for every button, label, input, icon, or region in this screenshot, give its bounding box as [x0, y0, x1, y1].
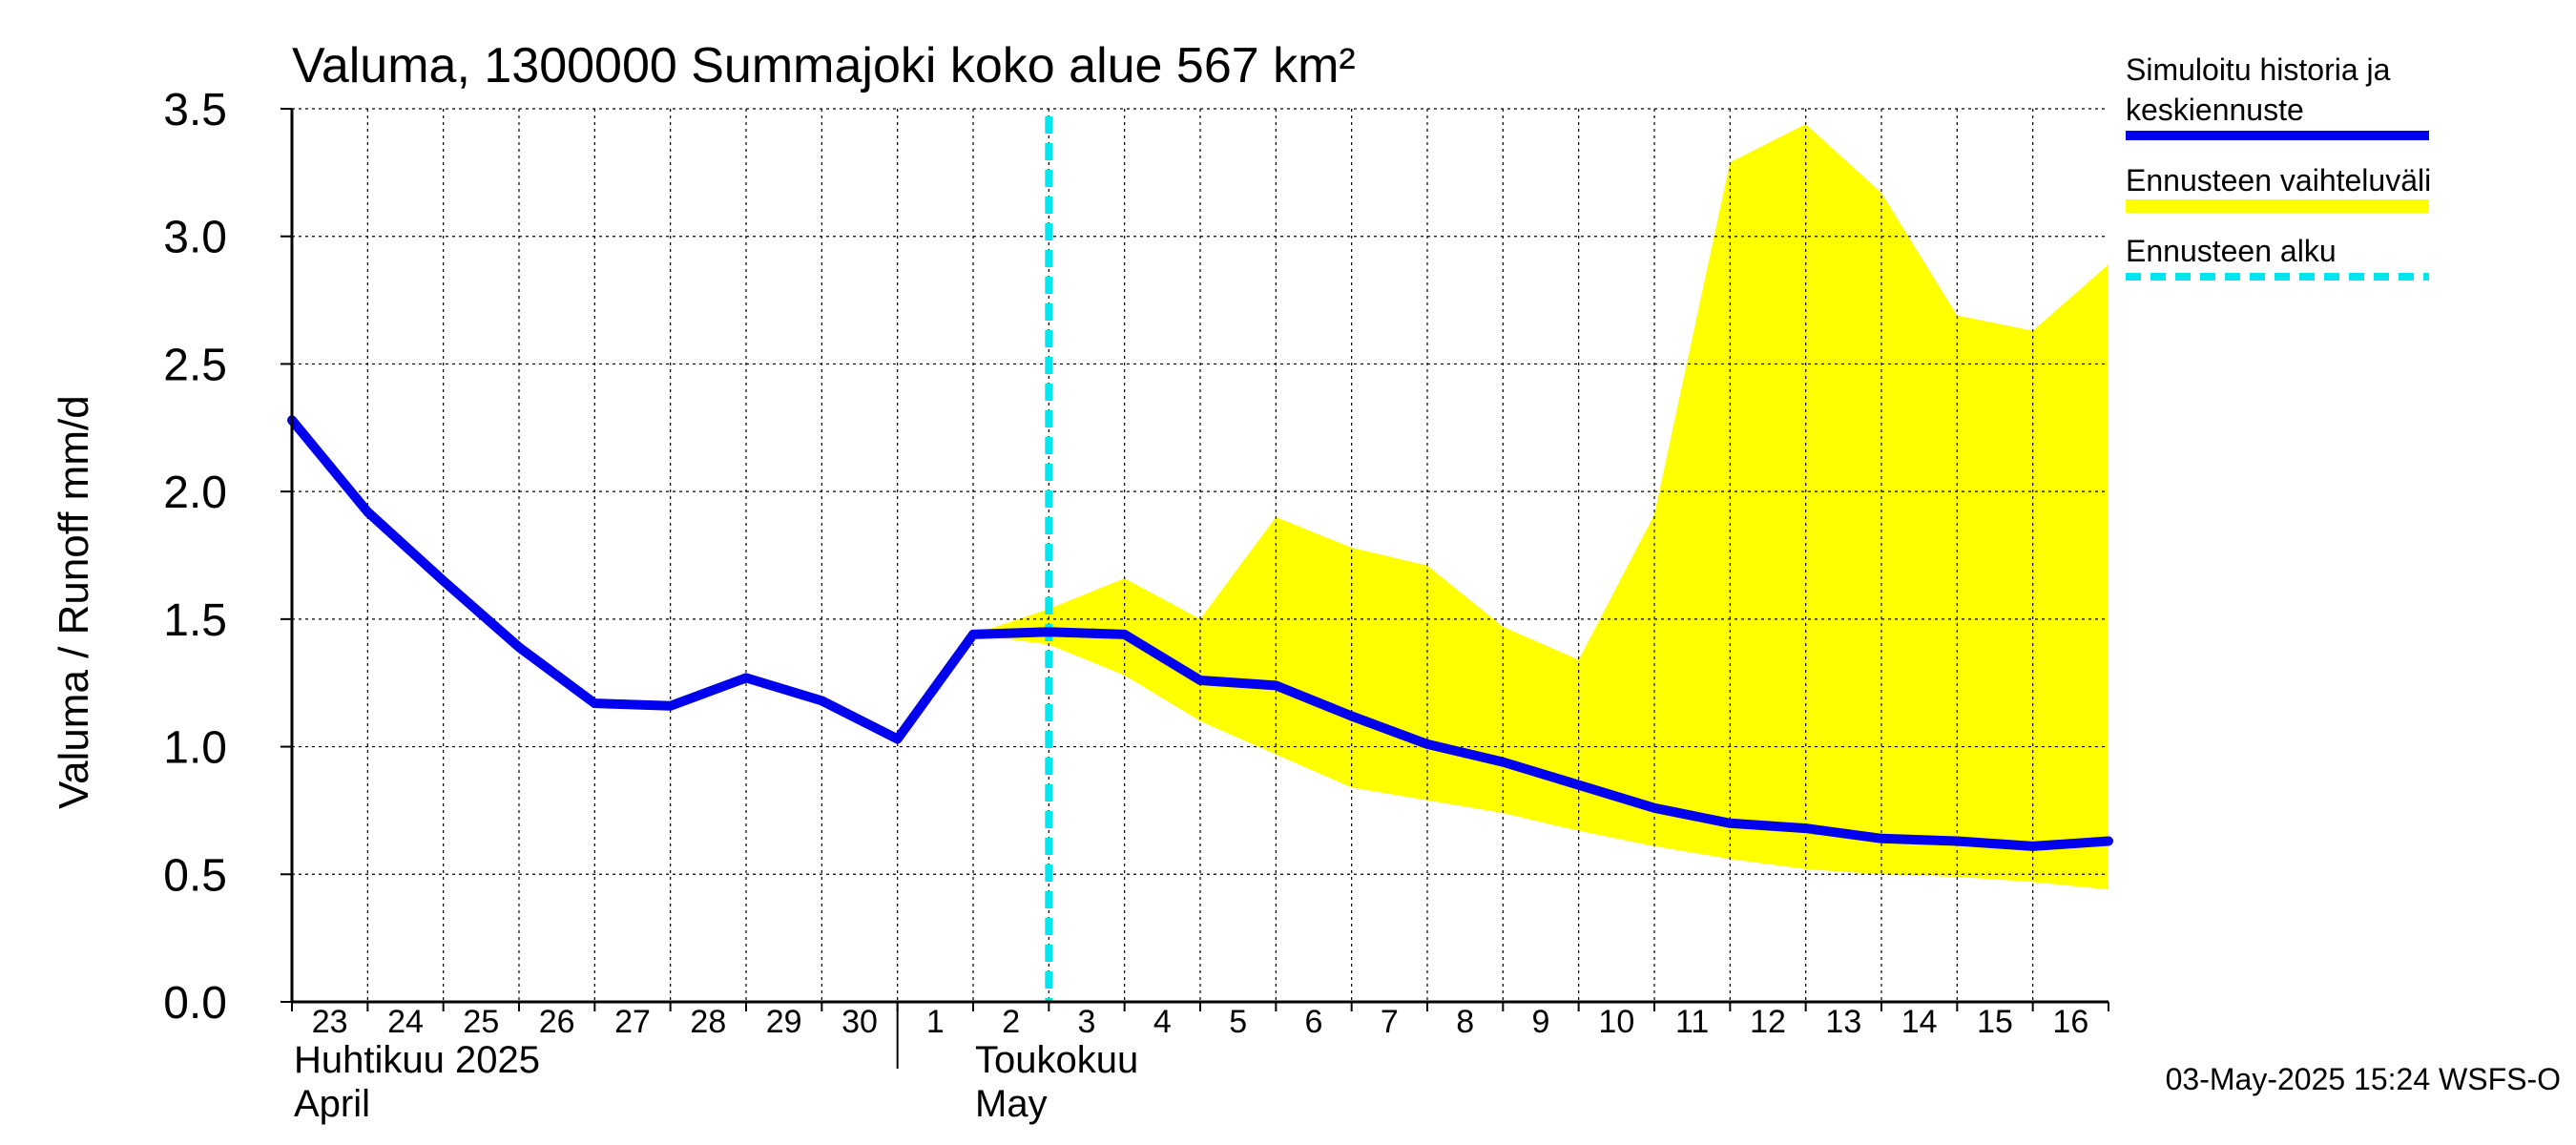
legend-range-label: Ennusteen vaihteluväli	[2126, 163, 2431, 198]
x-tick-label: 8	[1456, 1004, 1474, 1040]
x-tick-label: 25	[463, 1004, 499, 1040]
x-tick-label: 9	[1532, 1004, 1550, 1040]
y-tick-label: 0.0	[163, 978, 227, 1029]
x-tick-label: 24	[387, 1004, 424, 1040]
y-ticks: 0.0 0.5 1.0 1.5 2.0 2.5 3.0 3.5	[163, 85, 292, 1029]
band-layer	[973, 124, 2109, 890]
x-tick-label: 3	[1078, 1004, 1096, 1040]
legend-mean-label-1: Simuloitu historia ja	[2126, 52, 2391, 87]
x-tick-label: 5	[1229, 1004, 1247, 1040]
x-tick-label: 14	[1901, 1004, 1938, 1040]
month-label-fi: Huhtikuu 2025	[294, 1039, 540, 1081]
x-ticks: 23 24 25 26 27 28 29 30 1 2 3 4 5 6 7 8 9 10 11 12 13 14 15 16	[291, 1002, 2109, 1040]
x-tick-label: 11	[1675, 1004, 1709, 1040]
grid	[292, 108, 2109, 1002]
y-tick-label: 2.0	[163, 468, 227, 518]
timestamp: 03-May-2025 15:24 WSFS-O	[2166, 1062, 2561, 1096]
x-tick-label: 27	[614, 1004, 651, 1040]
x-tick-label: 30	[841, 1004, 878, 1040]
y-tick-label: 3.5	[163, 85, 227, 135]
chart-title: Valuma, 1300000 Summajoki koko alue 567 …	[292, 38, 1356, 94]
y-tick-label: 3.0	[163, 213, 227, 263]
y-axis-label: Valuma / Runoff mm/d	[51, 395, 97, 809]
x-tick-label: 1	[926, 1004, 945, 1040]
legend-forecast-start-label: Ennusteen alku	[2126, 234, 2337, 268]
y-tick-label: 0.5	[163, 850, 227, 901]
y-tick-label: 1.5	[163, 595, 227, 646]
month-label-en: April	[294, 1083, 370, 1125]
month-label-fi: Toukokuu	[975, 1039, 1138, 1081]
legend: Simuloitu historia ja keskiennuste Ennus…	[2126, 52, 2431, 281]
x-tick-label: 6	[1305, 1004, 1323, 1040]
legend-mean-label-2: keskiennuste	[2126, 93, 2304, 127]
x-tick-label: 12	[1750, 1004, 1786, 1040]
x-tick-label: 10	[1598, 1004, 1634, 1040]
x-tick-label: 26	[539, 1004, 575, 1040]
month-label-en: May	[975, 1083, 1048, 1125]
x-tick-label: 2	[1002, 1004, 1020, 1040]
x-tick-label: 7	[1381, 1004, 1399, 1040]
x-tick-label: 4	[1153, 1004, 1172, 1040]
runoff-line	[287, 415, 2113, 851]
forecast-range-band	[973, 124, 2109, 890]
y-tick-label: 2.5	[163, 340, 227, 390]
x-tick-label: 13	[1825, 1004, 1861, 1040]
x-tick-label: 23	[312, 1004, 348, 1040]
y-tick-label: 1.0	[163, 723, 227, 774]
x-tick-label: 16	[2052, 1004, 2088, 1040]
x-tick-label: 28	[690, 1004, 726, 1040]
x-tick-label: 15	[1977, 1004, 2013, 1040]
x-tick-label: 29	[766, 1004, 802, 1040]
series-layer	[287, 415, 2113, 851]
